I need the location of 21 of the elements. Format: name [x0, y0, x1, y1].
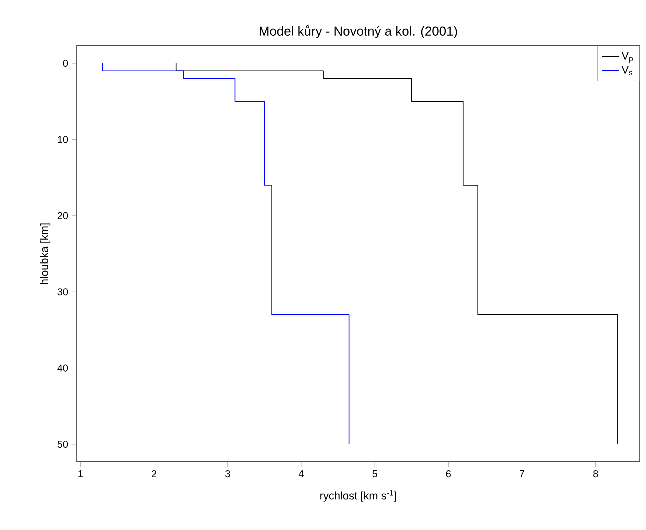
x-tick-label: 5	[372, 470, 378, 478]
y-axis-title: hloubka [km]	[40, 224, 51, 284]
y-tick-label: 30	[58, 288, 68, 296]
x-tick-label: 3	[225, 470, 230, 478]
x-axis-title: rychlost [km s$^{-1}$]	[320, 490, 396, 502]
line-series	[102, 63, 350, 445]
chart-title: Model kůry - Novotný a kol. (2001)	[260, 25, 458, 39]
legend-label: V$_{p}$	[622, 52, 633, 63]
y-tick-label: 40	[58, 364, 68, 372]
x-tick-label: 2	[152, 470, 157, 478]
y-tick-label: 0	[63, 60, 68, 68]
x-tick-label: 8	[594, 470, 598, 478]
x-tick-label: 1	[78, 470, 83, 478]
legend-label: V$_{s}$	[622, 66, 633, 76]
y-tick-label: 10	[58, 136, 68, 144]
line-series	[176, 63, 618, 445]
y-tick-label: 20	[58, 212, 68, 220]
x-tick-label: 6	[446, 470, 451, 478]
y-tick-label: 50	[58, 440, 68, 448]
x-tick-label: 7	[520, 470, 525, 478]
x-tick-label: 4	[298, 470, 304, 478]
